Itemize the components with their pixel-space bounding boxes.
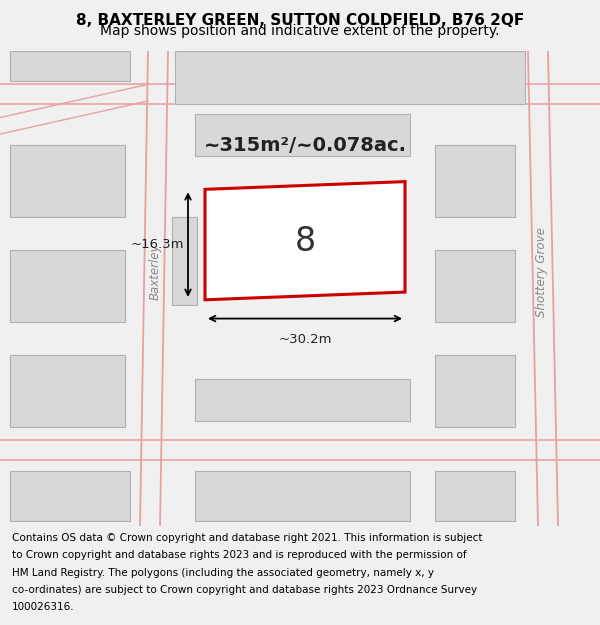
Bar: [10, 250, 125, 322]
Text: 8, BAXTERLEY GREEN, SUTTON COLDFIELD, B76 2QF: 8, BAXTERLEY GREEN, SUTTON COLDFIELD, B7…: [76, 12, 524, 28]
Bar: [10, 471, 130, 521]
Text: Map shows position and indicative extent of the property.: Map shows position and indicative extent…: [100, 24, 500, 39]
Bar: [10, 355, 125, 427]
Bar: [435, 250, 515, 322]
Polygon shape: [10, 51, 130, 81]
Text: ~16.3m: ~16.3m: [131, 238, 184, 251]
Text: ~315m²/~0.078ac.: ~315m²/~0.078ac.: [203, 136, 407, 154]
Bar: [195, 114, 410, 156]
Text: Contains OS data © Crown copyright and database right 2021. This information is : Contains OS data © Crown copyright and d…: [12, 533, 482, 543]
Text: ~30.2m: ~30.2m: [278, 333, 332, 346]
Bar: [435, 355, 515, 427]
Polygon shape: [175, 51, 525, 104]
Text: 8: 8: [295, 225, 316, 258]
Text: 100026316.: 100026316.: [12, 602, 74, 612]
Bar: [172, 217, 197, 306]
Bar: [435, 145, 515, 217]
Bar: [10, 145, 125, 217]
Polygon shape: [205, 182, 405, 300]
Bar: [195, 471, 410, 521]
Bar: [435, 471, 515, 521]
Text: co-ordinates) are subject to Crown copyright and database rights 2023 Ordnance S: co-ordinates) are subject to Crown copyr…: [12, 585, 477, 595]
Text: Shottery Grove: Shottery Grove: [536, 228, 548, 317]
Text: HM Land Registry. The polygons (including the associated geometry, namely x, y: HM Land Registry. The polygons (includin…: [12, 568, 434, 578]
Bar: [195, 379, 410, 421]
Text: to Crown copyright and database rights 2023 and is reproduced with the permissio: to Crown copyright and database rights 2…: [12, 551, 467, 561]
Text: Baxterley: Baxterley: [149, 244, 161, 301]
